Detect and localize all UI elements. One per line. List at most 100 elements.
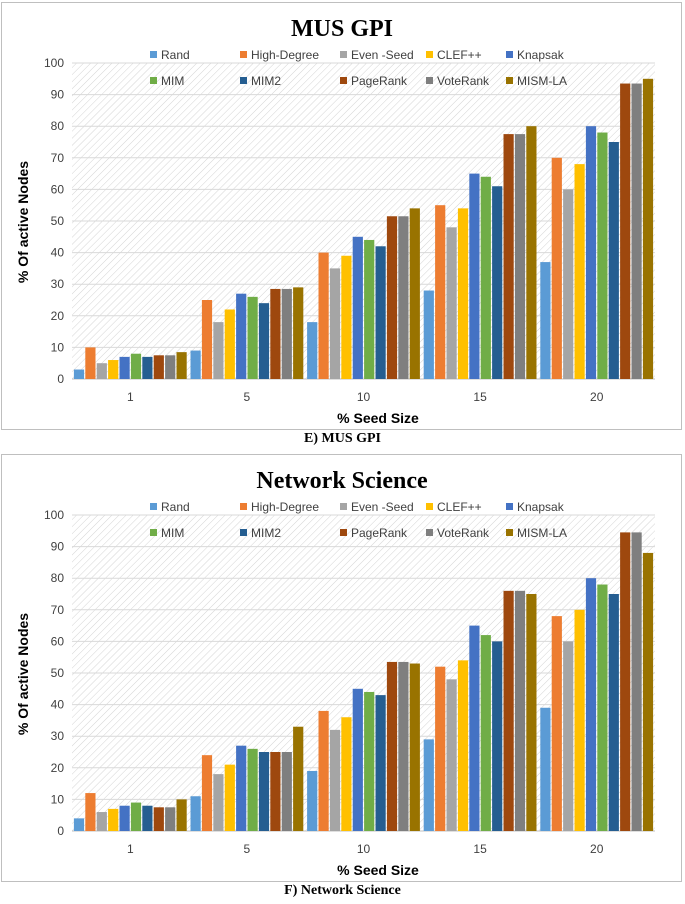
legend-label: High-Degree xyxy=(251,500,319,514)
x-tick-label: 15 xyxy=(473,842,487,856)
legend-swatch xyxy=(240,77,247,84)
bar xyxy=(142,805,153,831)
bar xyxy=(73,818,85,831)
bar xyxy=(352,236,363,379)
legend-swatch xyxy=(340,503,347,510)
bar xyxy=(258,752,270,831)
legend-swatch xyxy=(426,51,433,58)
bar xyxy=(563,641,574,831)
y-tick-label: 80 xyxy=(51,571,65,585)
x-tick-label: 15 xyxy=(473,390,487,404)
legend-label: Rand xyxy=(161,500,190,514)
bar xyxy=(492,186,503,379)
legend-swatch xyxy=(426,503,433,510)
bar xyxy=(526,126,537,379)
legend-label: CLEF++ xyxy=(437,48,482,62)
bar xyxy=(620,532,631,831)
chart-panel-mus-gpi: MUS GPI % Seed Size % Of active Nodes 0 1… xyxy=(1,2,682,446)
legend-label: PageRank xyxy=(351,526,408,540)
bar xyxy=(201,755,213,831)
bar xyxy=(631,532,642,831)
bar xyxy=(85,793,96,831)
bar xyxy=(176,799,187,831)
bar xyxy=(386,216,398,379)
y-tick-label: 10 xyxy=(51,340,65,354)
bar xyxy=(608,594,619,831)
bar xyxy=(503,134,514,379)
bar xyxy=(620,83,631,379)
bar xyxy=(318,252,329,379)
y-tick-label: 100 xyxy=(44,56,64,70)
bar xyxy=(153,807,164,831)
legend-swatch xyxy=(340,77,347,84)
y-tick-label: 30 xyxy=(51,277,65,291)
bar xyxy=(307,322,318,379)
bar xyxy=(329,268,341,379)
bar xyxy=(96,812,107,831)
bar xyxy=(435,666,446,831)
x-tick-label: 10 xyxy=(357,842,371,856)
x-axis-title: % Seed Size xyxy=(337,862,419,878)
legend-label: MIM2 xyxy=(251,526,281,540)
legend-label: MIM2 xyxy=(251,74,281,88)
legend-swatch xyxy=(150,77,157,84)
bar xyxy=(457,660,469,831)
bar xyxy=(281,752,292,831)
bar xyxy=(574,164,585,379)
legend-swatch xyxy=(506,77,513,84)
bar xyxy=(190,350,201,379)
legend-label: PageRank xyxy=(351,74,408,88)
legend-label: MISM-LA xyxy=(517,526,567,540)
bar xyxy=(318,710,329,831)
legend-swatch xyxy=(240,503,247,510)
bar xyxy=(293,726,304,831)
bar xyxy=(364,691,375,831)
x-axis-title: % Seed Size xyxy=(337,410,419,426)
chart-frame: Network Science % Seed Size % Of active … xyxy=(1,454,682,882)
x-tick-label: 20 xyxy=(590,390,604,404)
y-tick-label: 100 xyxy=(44,508,64,522)
bar xyxy=(480,635,491,831)
bar xyxy=(375,695,386,831)
legend-label: VoteRank xyxy=(437,74,490,88)
y-tick-label: 50 xyxy=(51,214,65,228)
bar xyxy=(341,717,352,831)
legend-label: Even -Seed xyxy=(351,500,414,514)
y-tick-label: 40 xyxy=(51,698,65,712)
legend-label: Knapsak xyxy=(517,48,565,62)
bar xyxy=(514,590,526,831)
bar xyxy=(574,609,585,831)
bar xyxy=(270,752,281,831)
bar xyxy=(201,300,213,379)
bar xyxy=(446,227,457,379)
y-tick-label: 0 xyxy=(57,372,64,386)
bar xyxy=(585,578,597,831)
bar xyxy=(213,322,224,379)
chart-title: Network Science xyxy=(256,468,428,494)
bar xyxy=(540,707,551,831)
chart-frame: MUS GPI % Seed Size % Of active Nodes 0 1… xyxy=(1,2,682,430)
y-tick-label: 60 xyxy=(51,634,65,648)
bar xyxy=(514,134,526,379)
bar xyxy=(247,296,258,379)
bar xyxy=(457,208,469,379)
y-tick-label: 0 xyxy=(57,824,64,838)
x-tick-label: 5 xyxy=(244,390,251,404)
legend-label: MISM-LA xyxy=(517,74,567,88)
bar xyxy=(551,157,562,379)
legend-swatch xyxy=(426,77,433,84)
y-tick-label: 10 xyxy=(51,792,65,806)
y-tick-label: 20 xyxy=(51,761,65,775)
bar xyxy=(526,594,537,831)
legend-swatch xyxy=(340,51,347,58)
legend-label: MIM xyxy=(161,526,184,540)
legend-label: CLEF++ xyxy=(437,500,482,514)
bar-chart-mus-gpi: MUS GPI % Seed Size % Of active Nodes 0 1… xyxy=(15,16,655,426)
bar xyxy=(423,290,434,379)
bar xyxy=(307,770,318,831)
bar xyxy=(96,363,107,379)
legend-label: VoteRank xyxy=(437,526,490,540)
bar xyxy=(364,239,375,379)
bar xyxy=(213,774,224,831)
bar xyxy=(258,303,270,379)
